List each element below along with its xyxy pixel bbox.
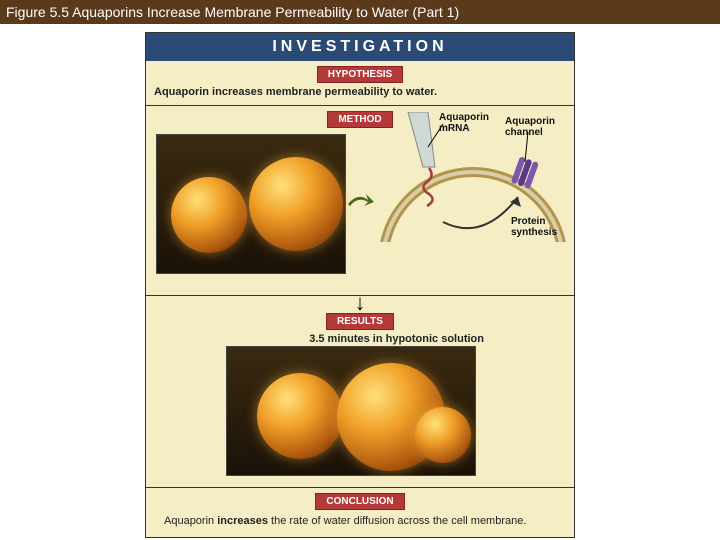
results-section: RESULTS 3.5 minutes in hypotonic solutio… bbox=[146, 308, 574, 488]
conclusion-text: Aquaporin increases the rate of water di… bbox=[146, 510, 574, 537]
investigation-banner: INVESTIGATION bbox=[146, 33, 574, 61]
results-text: 3.5 minutes in hypotonic solution bbox=[146, 330, 574, 345]
hypothesis-tag: HYPOTHESIS bbox=[317, 66, 403, 83]
label-mrna: Aquaporin mRNA bbox=[439, 112, 499, 134]
figure-title-bar: Figure 5.5 Aquaporins Increase Membrane … bbox=[0, 0, 720, 24]
figure-wrap: INVESTIGATION HYPOTHESIS Aquaporin incre… bbox=[0, 32, 720, 538]
hypothesis-text: Aquaporin increases membrane permeabilit… bbox=[146, 83, 574, 101]
conclusion-pre: Aquaporin bbox=[164, 515, 217, 527]
results-tag: RESULTS bbox=[326, 313, 394, 330]
label-channel: Aquaporin channel bbox=[505, 116, 567, 138]
oocyte-right bbox=[249, 157, 343, 251]
conclusion-tag: CONCLUSION bbox=[315, 493, 404, 510]
method-oocyte-photo bbox=[156, 134, 346, 274]
hypothesis-section: HYPOTHESIS Aquaporin increases membrane … bbox=[146, 61, 574, 106]
oocyte-swollen-bud bbox=[415, 407, 471, 463]
label-synthesis: Protein synthesis bbox=[511, 216, 571, 238]
conclusion-post: the rate of water diffusion across the c… bbox=[268, 515, 526, 527]
conclusion-section: CONCLUSION Aquaporin increases the rate … bbox=[146, 488, 574, 537]
figure-title: Figure 5.5 Aquaporins Increase Membrane … bbox=[6, 4, 459, 20]
method-section: METHOD bbox=[146, 106, 574, 296]
conclusion-bold: increases bbox=[217, 515, 268, 527]
results-oocyte-photo bbox=[226, 346, 476, 476]
oocyte-swollen-left bbox=[257, 373, 343, 459]
investigation-panel: INVESTIGATION HYPOTHESIS Aquaporin incre… bbox=[145, 32, 575, 538]
method-schematic: Aquaporin mRNA Aquaporin channel Protein… bbox=[373, 112, 568, 287]
conclusion-tag-row: CONCLUSION bbox=[146, 488, 574, 510]
injection-arrow-icon bbox=[348, 194, 374, 210]
oocyte-left bbox=[171, 177, 247, 253]
down-arrow-icon: ↓ bbox=[146, 296, 574, 308]
results-tag-row: RESULTS bbox=[146, 308, 574, 330]
